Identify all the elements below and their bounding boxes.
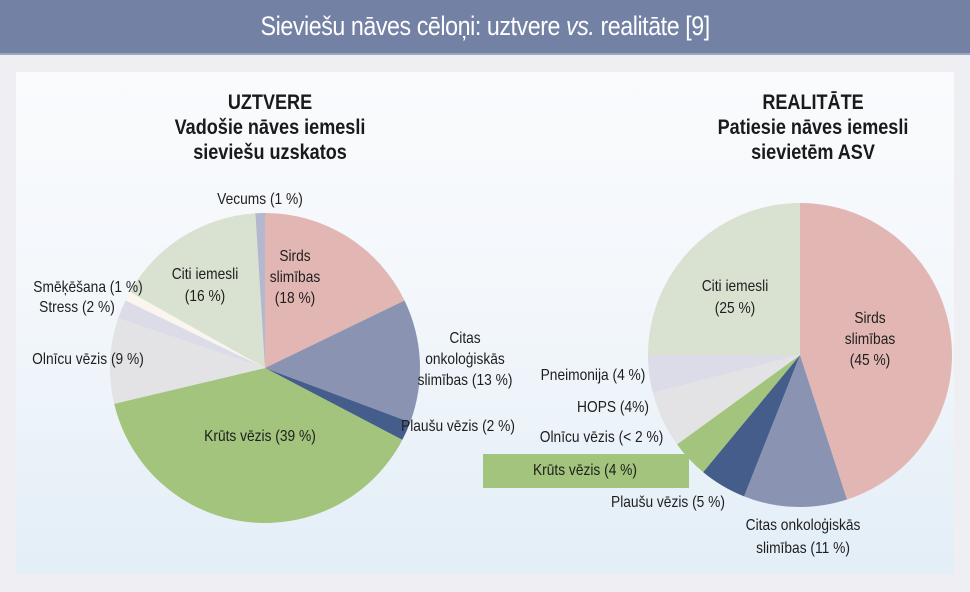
left-chart-title: UZTVERE Vadošie nāves iemesli sieviešu u… [174, 91, 366, 164]
label-onko-right: Citas onkoloģiskās slimības (11 %) [745, 517, 861, 557]
pie-slice-sirds [265, 213, 405, 368]
label-plausu-right: Plaušu vēzis (5 %) [611, 494, 725, 511]
pie-slice-stress [118, 300, 265, 368]
pie-slice-hops [652, 355, 800, 429]
pie-realitate [648, 203, 952, 507]
right-chart-title: REALITĀTE Patiesie nāves iemesli sieviet… [717, 91, 909, 164]
pie-slice-pneimonija [648, 355, 800, 393]
pie-slice-onko [265, 300, 420, 423]
pie-slice-vecums [255, 213, 265, 368]
label-kruts-right: Krūts vēzis (4 %) [532, 462, 637, 479]
label-olnicu-left: Olnīcu vēzis (9 %) [32, 351, 144, 368]
kruts-vezis-highlight [483, 454, 689, 488]
header-bar: Sieviešu nāves cēloņi: uztvere vs. reali… [0, 0, 970, 55]
pie-slice-plausu [703, 355, 800, 497]
label-sirds-right: Sirds slimības (45 %) [844, 310, 896, 369]
label-stress: Stress (2 %) [39, 299, 115, 316]
pie-slice-citi [648, 203, 800, 355]
label-vecums: Vecums (1 %) [217, 191, 303, 208]
label-pneimonija: Pneimonija (4 %) [540, 367, 646, 384]
pie-slice-smekesana [125, 291, 265, 368]
pie-slice-olnicu [110, 318, 266, 404]
label-sirds-left: Sirds slimības (18 %) [269, 248, 321, 307]
pie-slice-kruts [114, 368, 403, 523]
label-citi-left: Citi iemesli (16 %) [171, 266, 239, 305]
pie-uztvere [110, 213, 420, 523]
page-title: Sieviešu nāves cēloņi: uztvere vs. reali… [260, 11, 710, 41]
label-onko-left: Citas onkoloģiskās slimības (13 %) [417, 330, 513, 389]
pie-slice-olnicu [666, 355, 800, 445]
pie-slice-citi [129, 213, 265, 368]
label-kruts-left: Krūts vēzis (39 %) [204, 428, 316, 445]
pie-slice-kruts [677, 355, 800, 473]
pie-slice-onko [744, 355, 847, 507]
label-hops: HOPS (4%) [577, 399, 649, 416]
label-citi-right: Citi iemesli (25 %) [701, 278, 769, 317]
label-smekesana: Smēķēšana (1 %) [33, 279, 143, 296]
pie-slice-sirds [800, 203, 952, 500]
label-plausu-left: Plaušu vēzis (2 %) [401, 418, 515, 435]
pie-slice-plausu [265, 368, 411, 440]
label-olnicu-right: Olnīcu vēzis (< 2 %) [539, 429, 664, 446]
